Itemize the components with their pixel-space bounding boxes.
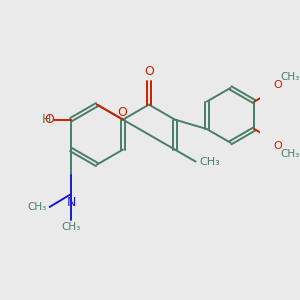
Text: O: O (44, 113, 54, 126)
Text: CH₃: CH₃ (281, 72, 300, 82)
Text: H: H (42, 113, 51, 126)
Text: O: O (273, 80, 282, 90)
Text: CH₃: CH₃ (61, 222, 81, 233)
Text: CH₃: CH₃ (281, 149, 300, 159)
Text: CH₃: CH₃ (28, 202, 47, 212)
Text: O: O (117, 106, 127, 118)
Text: CH₃: CH₃ (199, 157, 220, 166)
Text: N: N (66, 196, 76, 209)
Text: O: O (273, 141, 282, 151)
Text: O: O (144, 65, 154, 78)
